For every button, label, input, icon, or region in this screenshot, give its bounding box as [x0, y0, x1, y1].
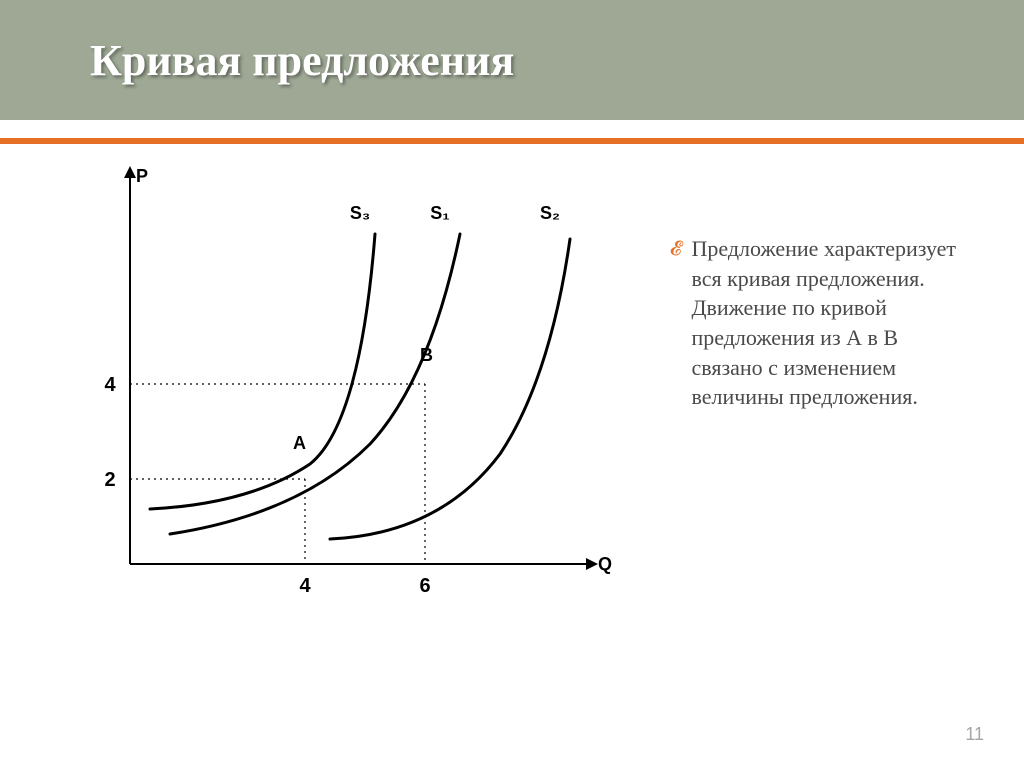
- svg-text:B: B: [420, 345, 433, 365]
- svg-text:4: 4: [104, 374, 116, 396]
- svg-text:Q: Q: [598, 554, 612, 574]
- page-number: 11: [965, 724, 984, 745]
- bullet-row: 𝓔 Предложение характеризует вся кривая п…: [670, 234, 964, 412]
- svg-text:4: 4: [299, 575, 311, 597]
- supply-curve-chart: P Q 2 4 4 6 S₃ S₁ S₂ A B: [70, 164, 630, 624]
- side-text: 𝓔 Предложение характеризует вся кривая п…: [630, 164, 984, 624]
- svg-text:P: P: [136, 166, 148, 186]
- svg-text:2: 2: [104, 469, 115, 491]
- svg-text:S₂: S₂: [540, 203, 560, 223]
- content-area: P Q 2 4 4 6 S₃ S₁ S₂ A B 𝓔 Предложение характеризу…: [0, 144, 1024, 624]
- svg-text:6: 6: [419, 575, 430, 597]
- bullet-icon: 𝓔: [670, 236, 681, 262]
- svg-text:S₁: S₁: [430, 203, 449, 223]
- slide-title: Кривая предложения: [90, 35, 514, 86]
- body-paragraph: Предложение характеризует вся кривая пре…: [691, 234, 964, 412]
- svg-text:A: A: [293, 433, 306, 453]
- chart-svg: P Q 2 4 4 6 S₃ S₁ S₂ A B: [70, 164, 630, 624]
- svg-text:S₃: S₃: [350, 203, 370, 223]
- title-band: Кривая предложения: [0, 0, 1024, 120]
